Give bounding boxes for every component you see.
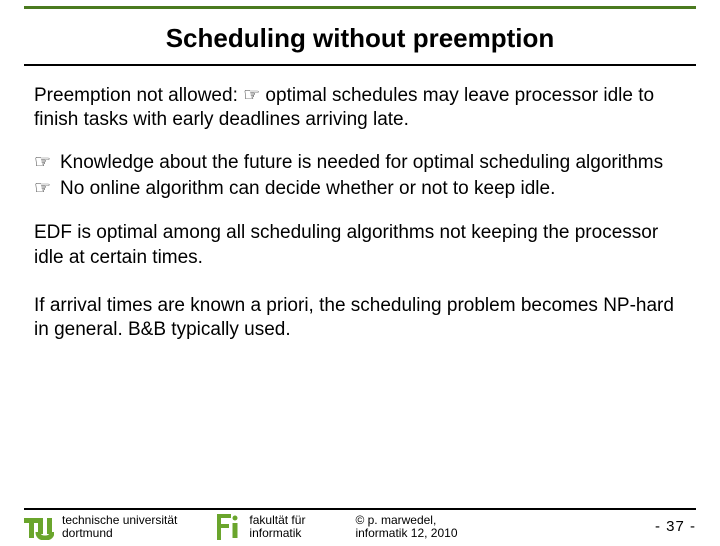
uni-line1: technische universität [62, 513, 177, 527]
university-name: technische universität dortmund [62, 514, 177, 540]
fak-line2: informatik [249, 526, 301, 540]
page-number: - 37 - [655, 518, 696, 535]
uni-line2: dortmund [62, 526, 113, 540]
fi-logo-icon [215, 514, 241, 540]
paragraph-2: EDF is optimal among all scheduling algo… [34, 221, 686, 270]
bullet-list: ☞ Knowledge about the future is needed f… [34, 151, 686, 202]
fak-line1: fakultät für [249, 513, 305, 527]
faculty-name: fakultät für informatik [249, 514, 305, 540]
bullet-item: ☞ No online algorithm can decide whether… [34, 177, 686, 201]
bullet-text: No online algorithm can decide whether o… [60, 177, 686, 201]
footer-rule [24, 508, 696, 510]
tu-logo-icon [24, 514, 54, 540]
slide-body: Preemption not allowed: ☞ optimal schedu… [0, 84, 720, 343]
slide-title: Scheduling without preemption [40, 23, 680, 54]
pointing-hand-icon: ☞ [34, 177, 60, 201]
paragraph-1: Preemption not allowed: ☞ optimal schedu… [34, 84, 686, 133]
slide: Scheduling without preemption Preemption… [0, 6, 720, 546]
pointing-hand-icon: ☞ [34, 151, 60, 175]
title-rule [24, 64, 696, 66]
footer-row: technische universität dortmund fakultät… [24, 514, 696, 540]
copy-line1: © p. marwedel, [355, 513, 436, 527]
paragraph-3: If arrival times are known a priori, the… [34, 294, 686, 343]
copy-line2: informatik 12, 2010 [355, 526, 457, 540]
bullet-text: Knowledge about the future is needed for… [60, 151, 686, 175]
copyright: © p. marwedel, informatik 12, 2010 [355, 514, 655, 540]
footer: technische universität dortmund fakultät… [0, 508, 720, 540]
top-rule [24, 6, 696, 9]
bullet-item: ☞ Knowledge about the future is needed f… [34, 151, 686, 175]
